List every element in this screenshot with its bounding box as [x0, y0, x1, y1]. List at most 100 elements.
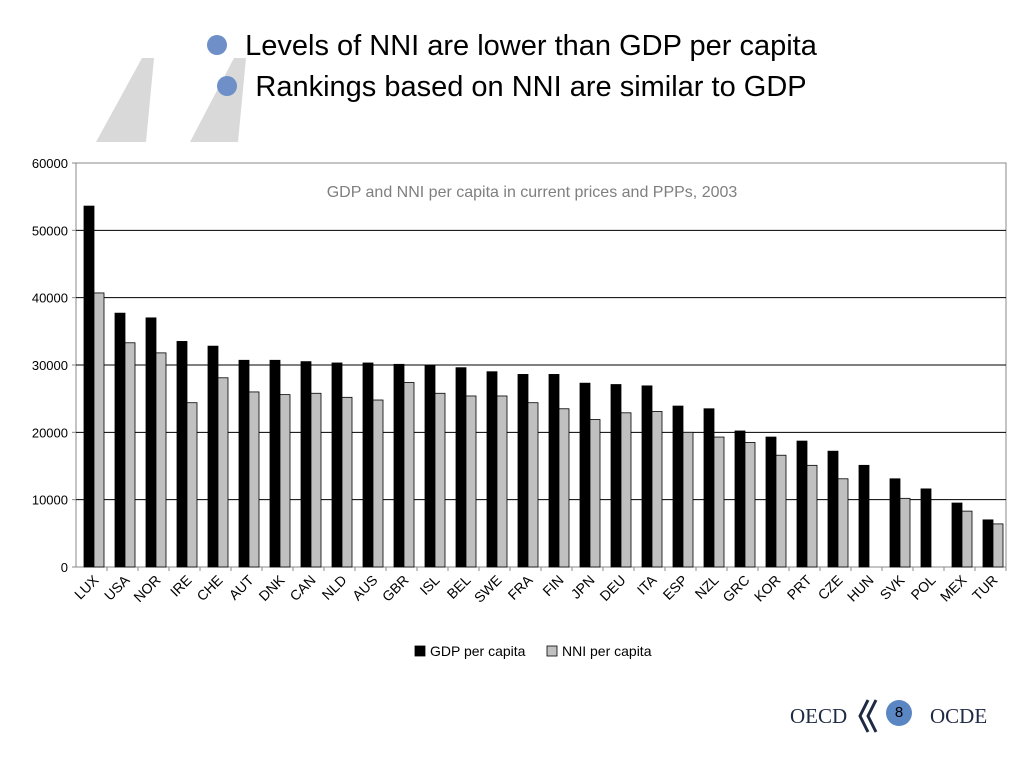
- x-tick-label: KOR: [751, 572, 784, 605]
- bar-gdp: [548, 374, 560, 568]
- y-tick-label: 60000: [32, 156, 68, 171]
- bar-gdp: [610, 384, 622, 568]
- bar-gdp: [982, 519, 994, 568]
- page-number-badge: 8: [886, 700, 912, 726]
- chevron-logo-icon: [858, 699, 878, 733]
- bar-nni: [434, 392, 446, 568]
- bar-gdp: [517, 374, 529, 568]
- x-tick-label: JPN: [568, 572, 598, 602]
- x-tick-label: SWE: [471, 572, 505, 606]
- bar-nni: [310, 392, 322, 568]
- bar-gdp: [238, 359, 250, 568]
- logo-text-oecd: OECD: [790, 704, 848, 728]
- legend-swatch: [414, 645, 426, 657]
- legend-swatch: [546, 645, 558, 657]
- x-tick-label: ITA: [634, 571, 660, 597]
- bar-nni: [186, 402, 198, 568]
- y-tick-label: 0: [61, 560, 68, 575]
- x-tick-label: FRA: [505, 571, 537, 603]
- bar-nni: [217, 377, 229, 568]
- x-tick-label: CAN: [286, 572, 318, 604]
- bar-nni: [558, 408, 570, 568]
- y-tick-label: 10000: [32, 493, 68, 508]
- bar-nni: [155, 352, 167, 568]
- x-tick-label: ISL: [416, 572, 442, 598]
- bullet-icon: [217, 76, 238, 97]
- bar-gdp: [486, 371, 498, 568]
- bar-gdp: [920, 488, 932, 568]
- bar-nni: [713, 436, 725, 568]
- x-tick-label: POL: [907, 572, 938, 603]
- x-tick-label: PRT: [784, 571, 815, 602]
- bar-gdp: [114, 312, 126, 568]
- bar-gdp: [796, 440, 808, 568]
- bar-nni: [961, 510, 973, 568]
- bar-gdp: [145, 317, 157, 568]
- bar-gdp: [331, 362, 343, 568]
- chart-title: GDP and NNI per capita in current prices…: [327, 184, 738, 201]
- x-tick-label: HUN: [844, 572, 877, 605]
- x-tick-label: LUX: [71, 571, 102, 602]
- bar-gdp: [207, 345, 219, 568]
- x-tick-label: FIN: [539, 572, 566, 599]
- bar-nni: [806, 464, 818, 568]
- bar-gdp: [300, 361, 312, 568]
- x-tick-label: SVK: [876, 571, 908, 603]
- bullet-line-1: Levels of NNI are lower than GDP per cap…: [0, 30, 1024, 63]
- bar-nni: [899, 497, 911, 568]
- x-tick-label: DEU: [596, 572, 628, 604]
- x-tick-label: BEL: [444, 572, 474, 602]
- bar-nni: [837, 478, 849, 568]
- bar-gdp: [672, 405, 684, 568]
- x-tick-label: CZE: [815, 572, 846, 603]
- bar-gdp: [827, 450, 839, 568]
- bar-gdp: [393, 363, 405, 568]
- legend-label: GDP per capita: [430, 643, 526, 659]
- oecd-logo: OECD 8 OCDE: [790, 696, 1000, 736]
- x-tick-label: TUR: [969, 572, 1001, 604]
- bar-nni: [341, 396, 353, 568]
- y-tick-label: 20000: [32, 425, 68, 440]
- bar-nni: [589, 419, 601, 568]
- bar-nni: [372, 399, 384, 568]
- bar-nni: [465, 395, 477, 568]
- bar-gdp: [951, 502, 963, 568]
- bar-nni: [992, 523, 1004, 568]
- x-tick-label: CHE: [193, 572, 225, 604]
- y-tick-label: 50000: [32, 223, 68, 238]
- bar-gdp: [269, 359, 281, 568]
- bar-nni: [93, 292, 105, 568]
- bullet-line-2: Rankings based on NNI are similar to GDP: [0, 71, 1024, 104]
- bullet-text-1: Levels of NNI are lower than GDP per cap…: [245, 30, 817, 62]
- bar-nni: [403, 382, 415, 568]
- legend-label: NNI per capita: [562, 643, 652, 659]
- x-tick-label: NOR: [130, 572, 163, 605]
- bar-nni: [682, 431, 694, 568]
- x-tick-label: AUS: [349, 572, 381, 604]
- x-tick-label: GRC: [719, 572, 752, 605]
- bar-gdp: [579, 382, 591, 568]
- bullet-text-2: Rankings based on NNI are similar to GDP: [255, 71, 807, 103]
- bar-nni: [775, 454, 787, 568]
- bar-nni: [651, 411, 663, 568]
- x-tick-label: ESP: [659, 572, 690, 603]
- bar-gdp: [641, 385, 653, 568]
- bar-gdp: [889, 478, 901, 568]
- bar-gdp: [703, 408, 715, 568]
- bar-gdp: [455, 367, 467, 568]
- x-tick-label: IRE: [167, 572, 195, 600]
- bar-nni: [527, 402, 539, 568]
- y-tick-label: 40000: [32, 291, 68, 306]
- bar-nni: [248, 391, 260, 568]
- bar-gdp: [362, 362, 374, 568]
- logo-text-ocde: OCDE: [930, 704, 988, 728]
- bar-nni: [620, 412, 632, 568]
- bar-gdp: [176, 341, 188, 568]
- bar-gdp: [858, 464, 870, 568]
- x-tick-label: DNK: [255, 571, 288, 604]
- x-tick-label: NLD: [318, 572, 349, 603]
- y-tick-label: 30000: [32, 358, 68, 373]
- bar-nni: [124, 342, 136, 568]
- x-tick-label: USA: [101, 571, 133, 603]
